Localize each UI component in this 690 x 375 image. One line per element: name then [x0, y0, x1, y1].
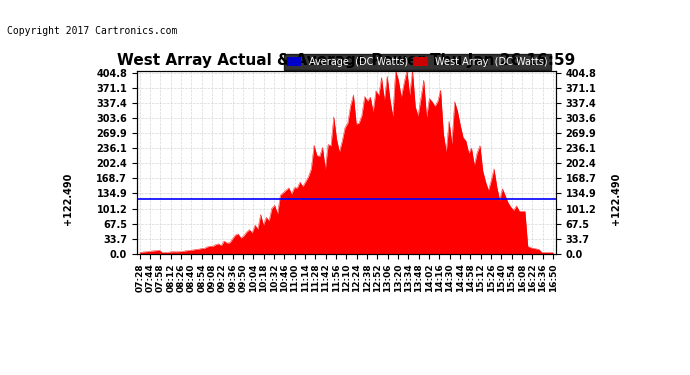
- Text: +122.490: +122.490: [611, 173, 620, 225]
- Text: Copyright 2017 Cartronics.com: Copyright 2017 Cartronics.com: [7, 26, 177, 36]
- Title: West Array Actual & Average Power Thu Jan 26 16:59: West Array Actual & Average Power Thu Ja…: [117, 54, 575, 69]
- Text: +122.490: +122.490: [63, 173, 72, 225]
- Legend: Average  (DC Watts), West Array  (DC Watts): Average (DC Watts), West Array (DC Watts…: [284, 54, 551, 70]
